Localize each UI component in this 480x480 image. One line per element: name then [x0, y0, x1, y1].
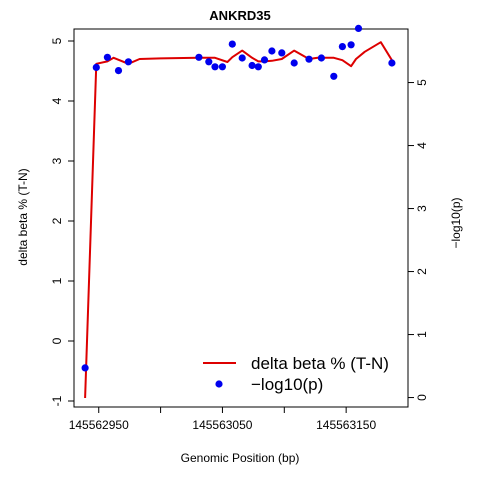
legend-label-neglog10p: −log10(p)	[251, 375, 323, 394]
data-point-neglog10p	[92, 63, 100, 71]
data-point-neglog10p	[205, 58, 213, 66]
series-line-delta-beta	[84, 41, 393, 399]
y-left-tick-label: 4	[50, 97, 64, 104]
legend-label-delta-beta: delta beta % (T-N)	[251, 354, 389, 373]
axes-group: 145562950 145563050 145563150 -1 0 1 2 3 4 5 0 1 2 3 4…	[50, 28, 429, 432]
data-point-neglog10p	[268, 47, 276, 55]
y-right-tick-label: 4	[415, 142, 429, 149]
x-tick-label: 145562950	[69, 418, 129, 432]
data-point-neglog10p	[305, 55, 313, 63]
data-point-neglog10p	[254, 63, 262, 71]
y-right-tick-label: 2	[415, 268, 429, 275]
data-point-neglog10p	[114, 67, 123, 75]
y-right-tick-label: 1	[415, 331, 429, 338]
data-point-neglog10p	[211, 63, 219, 71]
y-axis-label-right: −log10(p)	[449, 197, 463, 248]
y-left-tick-label: 2	[50, 217, 64, 224]
data-point-neglog10p	[278, 49, 286, 57]
data-point-neglog10p	[218, 63, 226, 71]
data-point-neglog10p	[317, 54, 325, 62]
data-point-neglog10p	[347, 41, 355, 49]
data-point-neglog10p	[260, 56, 269, 64]
data-point-neglog10p	[124, 58, 132, 66]
data-point-neglog10p	[228, 40, 236, 48]
data-point-neglog10p	[388, 59, 396, 67]
data-point-neglog10p	[81, 364, 89, 372]
chart-title: ANKRD35	[209, 8, 270, 23]
y-left-tick-label: 5	[50, 37, 64, 44]
y-right-tick-label: 3	[415, 205, 429, 212]
series-group	[81, 24, 396, 399]
y-right-tick-label: 5	[415, 79, 429, 86]
data-point-neglog10p	[103, 53, 111, 61]
data-point-neglog10p	[248, 61, 256, 70]
data-point-neglog10p	[338, 43, 346, 51]
legend-marker-neglog10p	[215, 380, 223, 388]
y-left-tick-label: 1	[50, 277, 64, 284]
plot-frame	[73, 28, 409, 408]
y-axis-label-left: delta beta % (T-N)	[16, 168, 30, 265]
data-point-neglog10p	[238, 54, 246, 62]
data-point-neglog10p	[330, 72, 338, 80]
y-left-tick-label: 0	[50, 337, 64, 344]
x-axis-label: Genomic Position (bp)	[181, 451, 300, 465]
data-point-neglog10p	[354, 24, 363, 32]
x-tick-label: 145563150	[316, 418, 376, 432]
data-point-neglog10p	[290, 59, 298, 67]
data-point-neglog10p	[195, 53, 203, 61]
x-tick-label: 145563050	[192, 418, 252, 432]
y-left-tick-label: 3	[50, 157, 64, 164]
y-left-tick-label: -1	[50, 395, 64, 406]
legend: delta beta % (T-N) −log10(p)	[203, 354, 389, 394]
y-right-tick-label: 0	[415, 394, 429, 401]
